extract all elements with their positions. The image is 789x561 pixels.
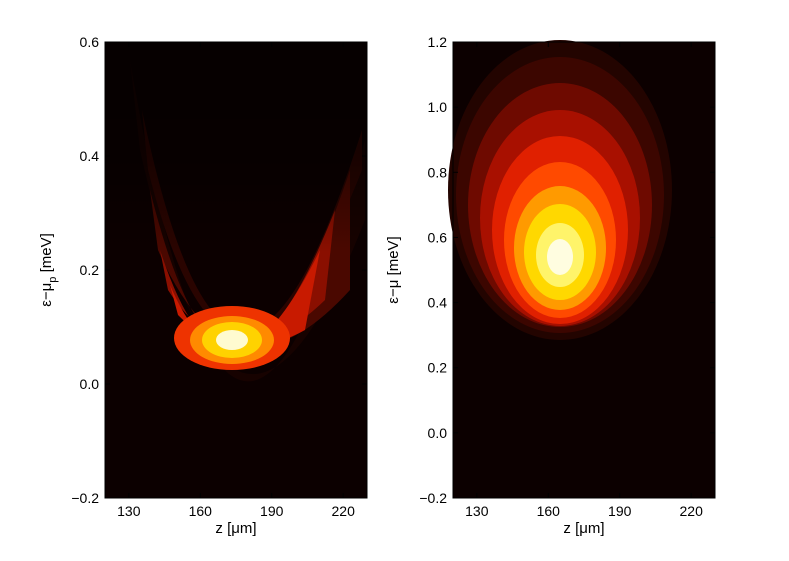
right-plot-frame [452, 41, 716, 499]
right-y-ticks: −0.2 0.0 0.2 0.4 0.6 0.8 1.0 1.2 [419, 34, 715, 506]
left-y-axis-label: ε−μp [meV] [38, 233, 59, 307]
right-bright-core [547, 239, 573, 275]
right-y-tick-label: 1.0 [428, 99, 448, 115]
left-y-axis-label-sub: p [47, 277, 59, 283]
left-bright-core [216, 330, 248, 350]
right-x-axis-label: z [μm] [563, 520, 604, 537]
right-y-tick-label: 0.0 [428, 425, 448, 441]
right-y-tick-label: 1.2 [428, 34, 448, 50]
left-y-axis-label-main: ε−μ [38, 283, 55, 307]
left-x-axis-label: z [μm] [215, 520, 256, 537]
right-y-tick-label: −0.2 [419, 490, 447, 506]
left-panel: −0.2 0.0 0.2 0.4 0.6 130 160 190 220 z [μm] ε−μ… [38, 34, 368, 537]
right-x-ticks: 130 160 190 220 [465, 42, 703, 519]
left-x-tick-label: 130 [117, 503, 141, 519]
right-x-tick-label: 130 [465, 503, 489, 519]
right-x-tick-label: 220 [680, 503, 704, 519]
left-y-tick-label: 0.0 [80, 376, 100, 392]
left-x-tick-label: 190 [260, 503, 284, 519]
right-y-axis-label-unit: [meV] [385, 236, 402, 279]
right-x-tick-label: 160 [537, 503, 561, 519]
left-heatmap [105, 42, 367, 382]
right-panel: −0.2 0.0 0.2 0.4 0.6 0.8 1.0 1.2 130 160 190 220 z… [385, 34, 716, 537]
right-x-tick-label: 190 [608, 503, 632, 519]
right-y-tick-label: 0.6 [428, 229, 448, 245]
left-y-tick-label: 0.6 [80, 34, 100, 50]
right-y-axis-label-main: ε−μ [385, 280, 402, 304]
left-y-tick-label: −0.2 [71, 490, 99, 506]
right-y-tick-label: 0.4 [428, 295, 448, 311]
left-y-tick-label: 0.2 [80, 262, 100, 278]
right-heatmap [448, 40, 672, 340]
left-x-ticks: 130 160 190 220 [117, 42, 355, 519]
left-y-ticks: −0.2 0.0 0.2 0.4 0.6 [71, 34, 367, 506]
left-y-tick-label: 0.4 [80, 148, 100, 164]
left-x-tick-label: 220 [332, 503, 356, 519]
right-y-axis-label: ε−μ [meV] [385, 236, 402, 303]
left-top-fade [105, 42, 367, 252]
right-y-tick-label: 0.2 [428, 360, 448, 376]
right-y-tick-label: 0.8 [428, 164, 448, 180]
left-x-tick-label: 160 [189, 503, 213, 519]
left-y-axis-label-unit: [meV] [38, 233, 55, 276]
